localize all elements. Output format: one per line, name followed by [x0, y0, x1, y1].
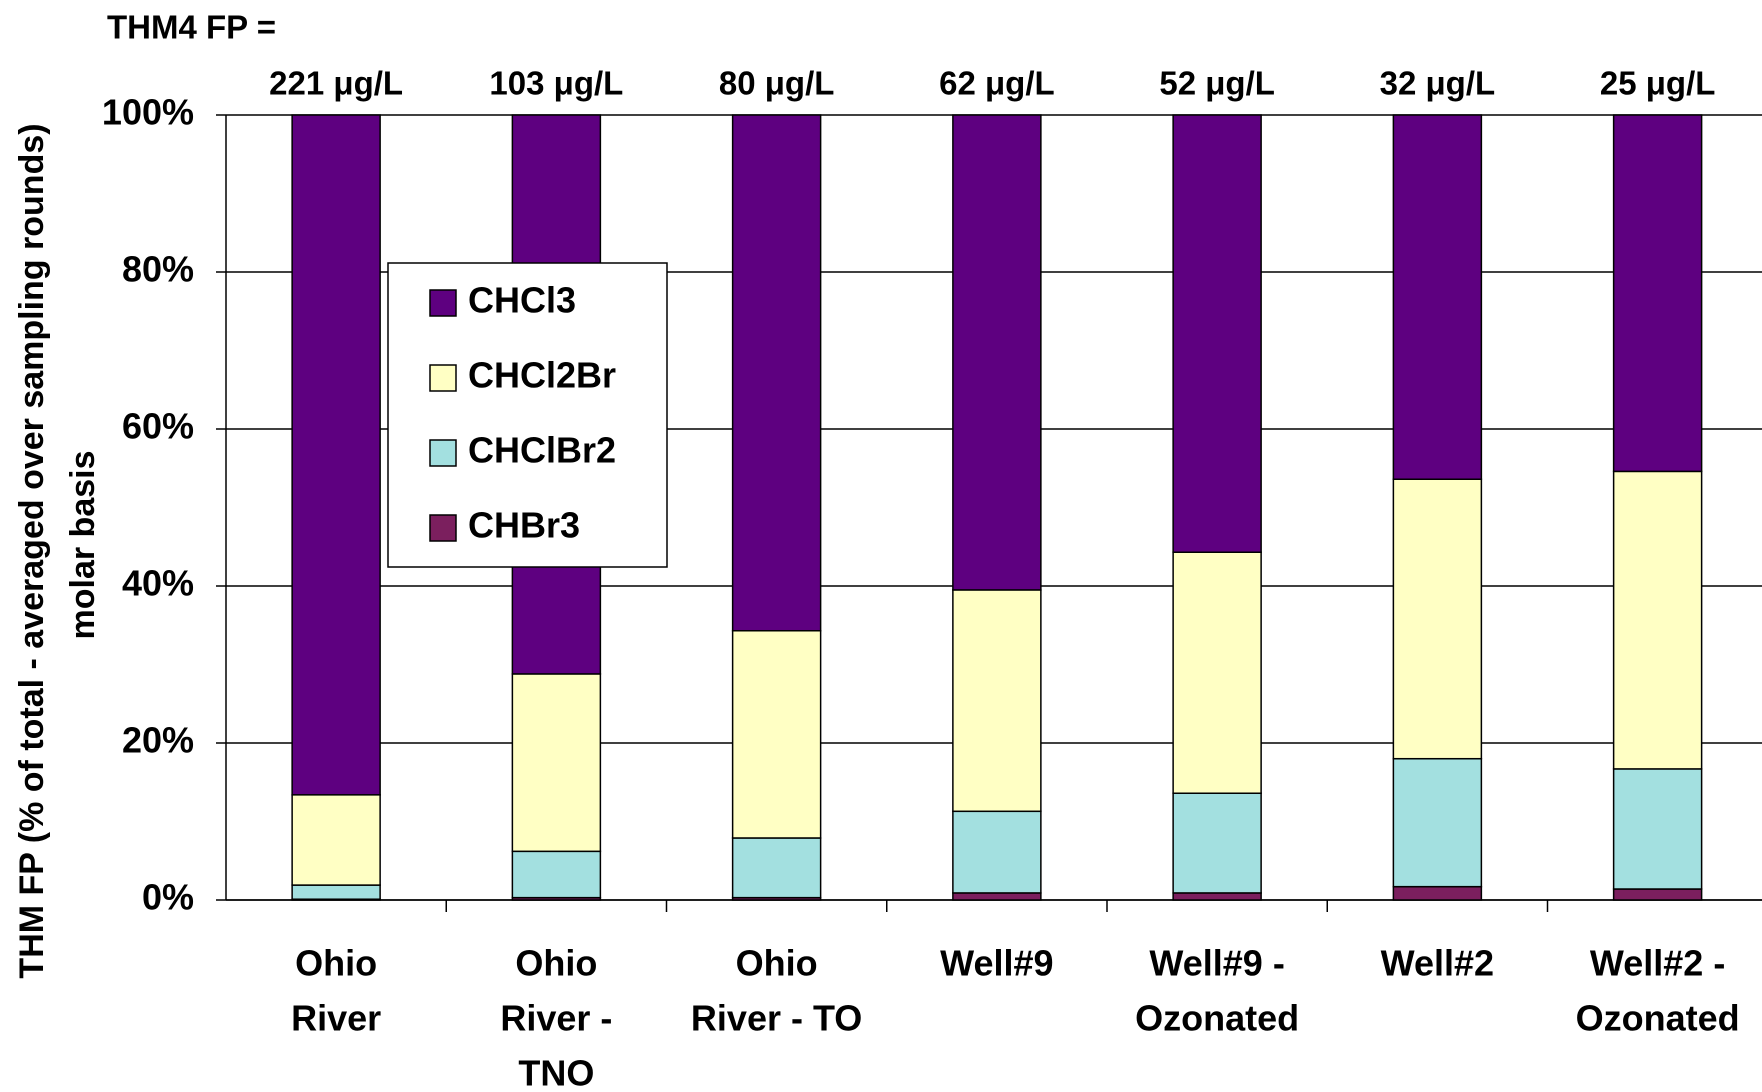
x-tick-label: TNO: [518, 1053, 594, 1092]
y-axis-label: molar basis: [64, 451, 102, 640]
x-tick-label: River -: [500, 998, 612, 1039]
legend: CHCl3 CHCl2Br CHClBr2 CHBr3: [387, 262, 668, 568]
x-tick-label: Well#2 -: [1590, 943, 1725, 984]
annotation: 32 μg/L: [1380, 65, 1496, 102]
bar-segment: [1392, 885, 1483, 901]
annotation-title: THM4 FP =: [107, 9, 276, 46]
bar-segment: [952, 114, 1042, 591]
x-tick-label: Well#9 -: [1149, 943, 1284, 984]
x-tick-label: Well#9: [940, 943, 1053, 984]
legend-swatch: [429, 439, 457, 467]
bar-segment: [511, 673, 602, 853]
y-tick-label: 80%: [122, 249, 194, 290]
annotation: 25 μg/L: [1600, 65, 1716, 102]
bar-segment: [731, 629, 822, 839]
y-tick-label: 20%: [122, 720, 194, 761]
bar-segment: [1392, 757, 1483, 888]
annotation: 221 μg/L: [269, 65, 403, 102]
annotation: 103 μg/L: [489, 65, 623, 102]
annotation: 62 μg/L: [939, 65, 1055, 102]
legend-label: CHCl3: [468, 280, 576, 321]
bar-segment: [291, 794, 381, 886]
legend-label: CHCl2Br: [468, 355, 616, 396]
bar-segment: [1612, 470, 1703, 770]
legend-swatch: [429, 289, 457, 317]
bar-segment: [1172, 792, 1262, 894]
x-tick-label: Ozonated: [1576, 998, 1740, 1039]
bar-segment: [511, 850, 602, 899]
x-tick-label: River: [291, 998, 381, 1039]
legend-label: CHBr3: [468, 505, 580, 546]
bar-segment: [1612, 768, 1703, 890]
x-tick-label: Ohio: [515, 943, 597, 984]
bar-segment: [952, 589, 1042, 813]
bar-segment: [291, 884, 381, 900]
y-axis-label: THM FP (% of total - averaged over sampl…: [13, 123, 51, 978]
bar-segment: [1612, 114, 1703, 473]
x-tick-label: Ohio: [295, 943, 377, 984]
legend-label: CHClBr2: [468, 430, 616, 471]
legend-swatch: [429, 364, 457, 392]
x-tick-label: Ohio: [736, 943, 818, 984]
legend-swatch: [429, 514, 457, 542]
annotation: 80 μg/L: [719, 65, 835, 102]
bar-segment: [952, 810, 1042, 894]
x-tick-label: Ozonated: [1135, 998, 1299, 1039]
bar-segment: [731, 114, 822, 632]
bar-segment: [952, 892, 1042, 901]
bar-segment: [1172, 114, 1262, 553]
x-tick-label: River - TO: [691, 998, 862, 1039]
y-tick-label: 100%: [102, 92, 194, 133]
bar-segment: [291, 114, 381, 796]
bar-segment: [731, 837, 822, 899]
bar-segment: [1392, 114, 1483, 480]
bar-segment: [1172, 892, 1262, 901]
bar-segment: [1172, 551, 1262, 794]
y-tick-label: 40%: [122, 563, 194, 604]
bar-segment: [1392, 478, 1483, 760]
y-tick-label: 0%: [142, 877, 194, 918]
y-tick-label: 60%: [122, 406, 194, 447]
annotation: 52 μg/L: [1159, 65, 1275, 102]
bar-segment: [1612, 888, 1703, 901]
x-tick-label: Well#2: [1381, 943, 1494, 984]
